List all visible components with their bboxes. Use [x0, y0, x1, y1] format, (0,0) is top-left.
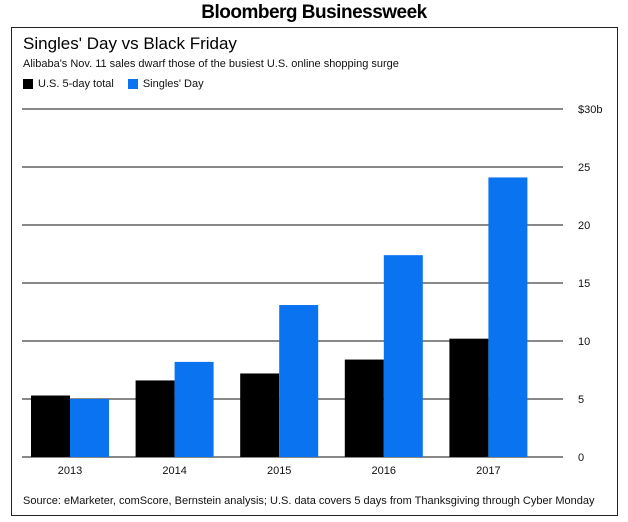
legend-item-us: U.S. 5-day total [23, 78, 114, 90]
legend-item-singles: Singles' Day [127, 78, 204, 90]
brand-name: Bloomberg Businessweek [201, 2, 427, 23]
bar-singles-2014 [174, 361, 214, 457]
y-tick-label-25: 25 [578, 162, 590, 174]
bar-us-2014 [135, 380, 175, 457]
legend-swatch-us [23, 79, 33, 89]
bar-us-2015 [240, 373, 280, 457]
x-tick-label-2016: 2016 [372, 465, 396, 477]
y-tick-label-30: $30b [578, 104, 602, 116]
bar-singles-2016 [383, 255, 423, 457]
chart-title: Singles' Day vs Black Friday [23, 34, 237, 53]
legend-label-us: U.S. 5-day total [38, 78, 114, 90]
legend-swatch-singles [127, 79, 138, 89]
bar-singles-2013 [70, 399, 109, 457]
legend-label-singles: Singles' Day [142, 78, 204, 90]
x-tick-label-2013: 2013 [58, 465, 82, 477]
chart-source: Source: eMarketer, comScore, Bernstein a… [23, 495, 595, 507]
chart-legend: U.S. 5-day total Singles' Day [23, 78, 218, 90]
y-tick-label-10: 10 [578, 336, 590, 348]
y-tick-label-0: 0 [578, 452, 584, 464]
x-tick-label-2014: 2014 [162, 465, 186, 477]
bar-singles-2015 [279, 305, 319, 457]
y-tick-label-5: 5 [578, 394, 584, 406]
chart-card: Singles' Day vs Black Friday Alibaba's N… [11, 27, 618, 516]
chart-subtitle: Alibaba's Nov. 11 sales dwarf those of t… [23, 58, 399, 70]
y-tick-label-15: 15 [578, 278, 590, 290]
x-tick-label-2015: 2015 [267, 465, 291, 477]
bar-us-2016 [344, 359, 384, 457]
y-tick-label-20: 20 [578, 220, 590, 232]
bar-us-2017 [449, 338, 489, 457]
brand-logo: Bloomberg Businessweek [0, 2, 628, 24]
bar-singles-2017 [488, 177, 528, 457]
bar-us-2013 [31, 395, 70, 457]
x-tick-label-2017: 2017 [476, 465, 500, 477]
